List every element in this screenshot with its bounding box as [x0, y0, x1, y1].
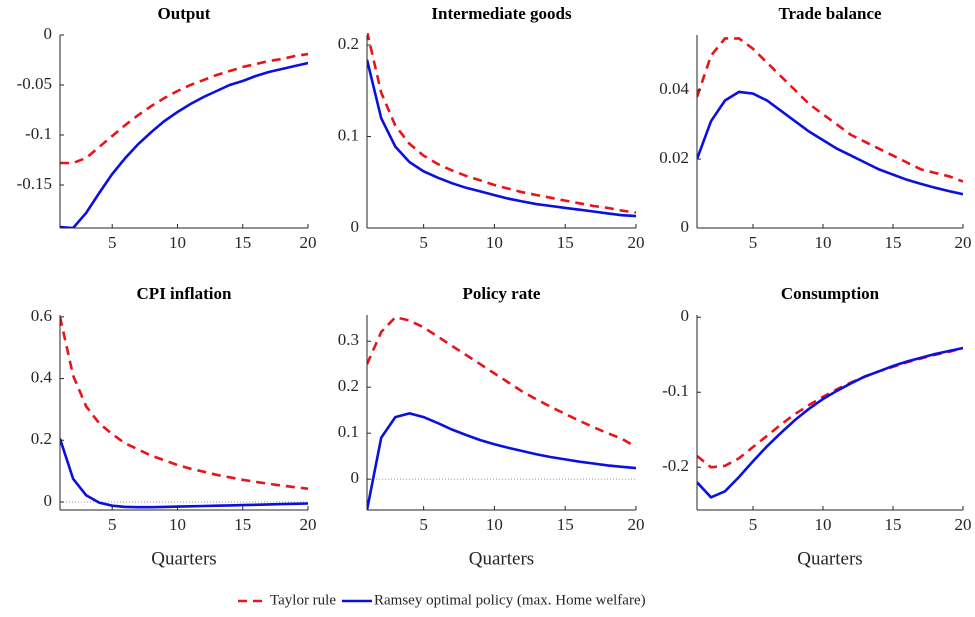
- x-tick-label: 20: [628, 515, 645, 534]
- panel-title: Trade balance: [778, 4, 882, 23]
- y-tick-label: -0.05: [17, 74, 52, 93]
- x-axis-label: Quarters: [469, 548, 534, 569]
- panel-title: CPI inflation: [137, 284, 232, 303]
- y-tick-label: 0: [44, 24, 53, 43]
- x-tick-label: 15: [885, 515, 902, 534]
- panel-title: Output: [158, 4, 211, 23]
- x-tick-label: 5: [108, 515, 117, 534]
- series-line: [367, 315, 636, 449]
- y-tick-label: -0.15: [17, 174, 52, 193]
- series-line: [60, 438, 308, 509]
- x-tick-label: 20: [300, 515, 317, 534]
- y-tick-label: 0.6: [31, 306, 52, 325]
- y-tick-label: 0.1: [338, 125, 359, 144]
- y-tick-label: 0.4: [31, 367, 53, 386]
- legend-label: Taylor rule: [270, 592, 336, 608]
- x-axis-label: Quarters: [797, 548, 862, 569]
- legend: Taylor rule Ramsey optimal policy (max. H…: [238, 592, 646, 608]
- panel: Intermediate goods 0 0.1 0.2 5 10 15 20: [338, 4, 645, 252]
- series-line: [367, 33, 636, 214]
- x-tick-label: 15: [234, 515, 251, 534]
- panel: Consumption -0.2 -0.1 0 5 10 15 20 Quarters: [662, 284, 971, 569]
- panel: CPI inflation 0 0.2 0.4 0.6 5 10 15 20 Quarters: [31, 284, 317, 569]
- x-tick-label: 5: [749, 233, 758, 252]
- x-tick-label: 20: [300, 233, 317, 252]
- y-tick-label: 0.2: [31, 429, 52, 448]
- series-line: [60, 316, 308, 490]
- y-tick-label: -0.2: [662, 456, 689, 475]
- y-tick-label: 0.04: [659, 79, 689, 98]
- y-tick-label: 0: [44, 491, 53, 510]
- x-tick-label: 5: [108, 233, 117, 252]
- x-tick-label: 15: [557, 515, 574, 534]
- series-line: [697, 346, 963, 469]
- panel: Output -0.15 -0.1 -0.05 0 5 10 15 20: [17, 4, 317, 252]
- y-tick-label: 0.02: [659, 148, 689, 167]
- series-line: [697, 37, 963, 183]
- y-tick-label: -0.1: [25, 124, 52, 143]
- series-line: [697, 346, 963, 499]
- x-tick-label: 20: [955, 515, 972, 534]
- series-line: [60, 61, 308, 228]
- x-tick-label: 10: [815, 233, 832, 252]
- series-line: [367, 412, 636, 510]
- y-tick-label: 0: [351, 468, 360, 487]
- x-tick-label: 5: [419, 233, 428, 252]
- y-tick-label: 0.1: [338, 422, 359, 441]
- y-tick-label: 0: [681, 306, 690, 325]
- x-tick-label: 5: [419, 515, 428, 534]
- panel-title: Consumption: [781, 284, 880, 303]
- series-line: [60, 52, 308, 165]
- panel-title: Policy rate: [463, 284, 541, 303]
- y-tick-label: -0.1: [662, 381, 689, 400]
- y-tick-label: 0: [351, 217, 360, 236]
- panel: Trade balance 0 0.02 0.04 5 10 15 20: [659, 4, 971, 252]
- legend-label: Ramsey optimal policy (max. Home welfare…: [374, 592, 646, 608]
- y-tick-label: 0.2: [338, 376, 359, 395]
- series-line: [367, 59, 636, 218]
- x-tick-label: 10: [486, 515, 503, 534]
- panel-title: Intermediate goods: [431, 4, 572, 23]
- y-tick-label: 0.2: [338, 34, 359, 53]
- x-tick-label: 10: [169, 515, 186, 534]
- x-axis-label: Quarters: [151, 548, 216, 569]
- y-tick-label: 0.3: [338, 330, 359, 349]
- x-tick-label: 5: [749, 515, 758, 534]
- x-tick-label: 15: [234, 233, 251, 252]
- y-tick-label: 0: [681, 217, 690, 236]
- x-tick-label: 20: [955, 233, 972, 252]
- x-tick-label: 15: [557, 233, 574, 252]
- series-line: [697, 90, 963, 196]
- x-tick-label: 20: [628, 233, 645, 252]
- panel: Policy rate 0 0.1 0.2 0.3 5 10 15 20 Quarters: [338, 284, 645, 569]
- x-tick-label: 10: [169, 233, 186, 252]
- x-tick-label: 15: [885, 233, 902, 252]
- x-tick-label: 10: [486, 233, 503, 252]
- x-tick-label: 10: [815, 515, 832, 534]
